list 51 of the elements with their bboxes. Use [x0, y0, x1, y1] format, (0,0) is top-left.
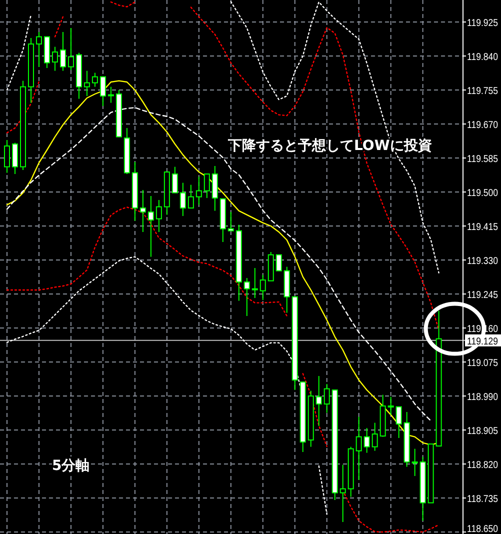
candlestick [316, 376, 322, 426]
candlestick [340, 464, 346, 522]
annotation: 5分軸 [52, 458, 90, 474]
candlestick [156, 200, 162, 232]
candlestick [396, 406, 402, 438]
candlestick [172, 166, 178, 194]
candlestick [260, 274, 266, 300]
candlestick [228, 212, 234, 232]
candlestick [372, 422, 378, 452]
candlestick [12, 142, 18, 174]
candlestick [148, 196, 154, 258]
candlestick [388, 396, 394, 416]
candlestick [204, 174, 210, 198]
candlestick [196, 176, 202, 206]
candlestick [36, 32, 42, 68]
annotation: 下降すると予想してLOWに投資 [227, 138, 432, 154]
y-tick-label: 118.905 [467, 426, 501, 437]
candlestick [4, 140, 10, 174]
candlestick [60, 32, 66, 72]
y-tick-label: 119.415 [467, 222, 501, 233]
candlestick [140, 190, 146, 232]
y-tick-label: 118.990 [467, 392, 501, 403]
candlestick [188, 184, 194, 208]
y-tick-label: 119.840 [467, 52, 501, 63]
candlestick [244, 278, 250, 316]
candlestick [412, 448, 418, 476]
y-tick-label: 118.650 [467, 524, 501, 534]
candlestick [68, 28, 74, 70]
y-tick-label: 119.755 [467, 86, 501, 97]
candlestick [276, 254, 282, 272]
candlestick [92, 72, 98, 88]
candlestick [100, 76, 106, 106]
candlestick [52, 46, 58, 72]
y-tick-label: 119.330 [467, 256, 501, 267]
candlestick [84, 70, 90, 96]
candlestick [364, 428, 370, 454]
candlestick [324, 384, 330, 414]
y-tick-label: 119.925 [467, 18, 501, 29]
candlestick [212, 166, 218, 212]
y-tick-label: 118.735 [467, 494, 501, 505]
y-tick-label: 119.670 [467, 120, 501, 131]
candlestick [252, 268, 258, 298]
y-tick-label: 119.585 [467, 154, 501, 165]
candlestick [180, 182, 186, 216]
candlestick [108, 86, 114, 104]
y-tick-label: 118.820 [467, 460, 501, 471]
y-tick-label: 119.245 [467, 290, 501, 301]
y-tick-label: 119.500 [467, 188, 501, 199]
candlestick [356, 416, 362, 480]
ref-line-label: 119.129 [467, 336, 501, 348]
y-tick-label: 119.075 [467, 358, 501, 369]
